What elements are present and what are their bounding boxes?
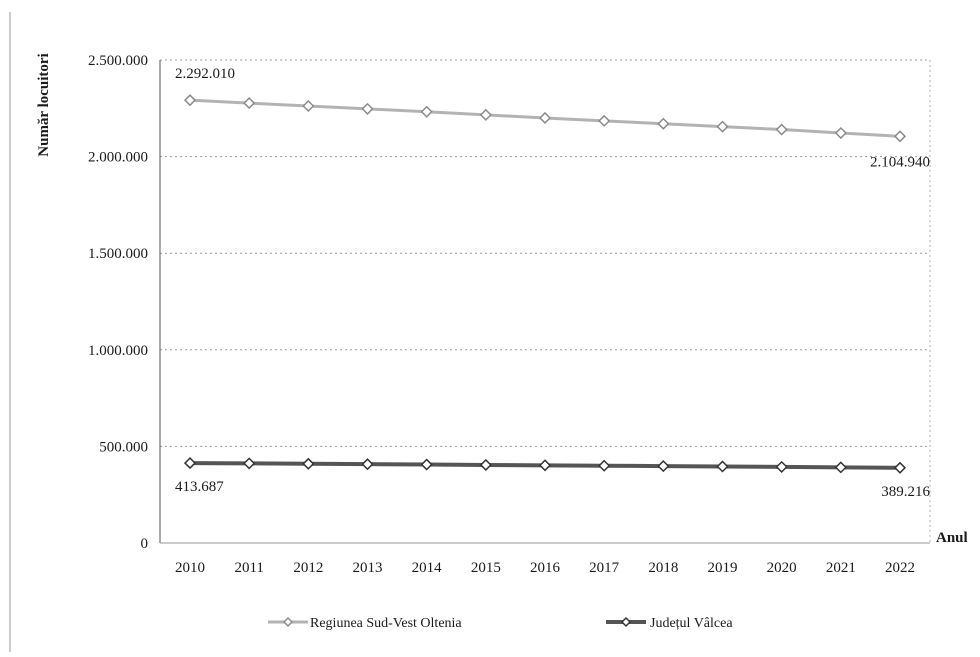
x-tick-label: 2022 xyxy=(885,560,915,576)
data-point xyxy=(479,458,492,472)
x-tick-label: 2015 xyxy=(471,560,501,576)
data-point xyxy=(834,461,847,474)
legend-swatch-marker xyxy=(282,616,294,628)
data-point xyxy=(302,457,315,470)
data-label: 413.687 xyxy=(175,479,224,495)
data-point xyxy=(243,97,256,110)
x-tick-label: 2021 xyxy=(826,560,856,576)
data-point xyxy=(834,126,847,140)
data-point xyxy=(479,108,492,121)
data-point xyxy=(183,94,197,107)
x-tick-label: 2013 xyxy=(353,560,383,576)
x-tick-label: 2016 xyxy=(530,560,561,576)
data-point xyxy=(361,458,374,471)
legend-label: Regiunea Sud-Vest Oltenia xyxy=(310,616,462,631)
data-labels: 2.292.010 2.104.940 413.687 389.216 xyxy=(175,66,931,500)
x-axis-title: Anul xyxy=(936,530,968,546)
data-point xyxy=(893,130,907,143)
data-point xyxy=(598,114,611,127)
x-tick-label: 2018 xyxy=(648,560,678,576)
data-point xyxy=(716,120,729,133)
data-point xyxy=(716,460,729,473)
data-point xyxy=(657,460,670,473)
legend-swatch-marker xyxy=(620,616,632,628)
data-point xyxy=(243,457,256,470)
legend: Regiunea Sud-Vest Oltenia Județul Vâlcea xyxy=(268,616,733,631)
data-point xyxy=(893,461,907,474)
y-tick-label: 1.500.000 xyxy=(88,246,148,262)
data-point xyxy=(775,460,788,473)
x-tick-label: 2011 xyxy=(234,560,263,576)
data-point xyxy=(302,99,315,113)
x-tick-label: 2019 xyxy=(708,560,738,576)
y-axis-title: Număr locuitori xyxy=(36,53,52,156)
data-point xyxy=(420,105,433,118)
data-label: 389.216 xyxy=(881,484,930,500)
y-tick-label: 2.500.000 xyxy=(88,53,148,69)
data-label: 2.104.940 xyxy=(870,154,930,170)
data-point xyxy=(538,111,552,125)
axes: 0 500.000 1.000.000 1.500.000 2.000.000 2.500… xyxy=(88,53,930,576)
x-tick-label: 2014 xyxy=(412,560,443,576)
data-point xyxy=(538,459,552,472)
data-point xyxy=(183,457,197,470)
gridlines xyxy=(160,59,931,543)
data-point xyxy=(361,102,374,115)
y-tick-label: 0 xyxy=(141,536,149,552)
x-tick-label: 2012 xyxy=(293,560,323,576)
x-tick-label: 2010 xyxy=(175,560,205,576)
data-point xyxy=(775,123,788,136)
y-tick-label: 2.000.000 xyxy=(88,150,148,166)
y-tick-label: 1.000.000 xyxy=(88,343,148,359)
data-point xyxy=(598,459,611,472)
y-tick-label: 500.000 xyxy=(99,439,148,455)
data-point xyxy=(657,117,670,130)
data-label: 2.292.010 xyxy=(175,66,235,82)
legend-label: Județul Vâlcea xyxy=(650,616,733,631)
x-tick-label: 2017 xyxy=(589,560,620,576)
data-point xyxy=(420,458,433,471)
series-group xyxy=(183,94,907,474)
x-tick-label: 2020 xyxy=(767,560,797,576)
